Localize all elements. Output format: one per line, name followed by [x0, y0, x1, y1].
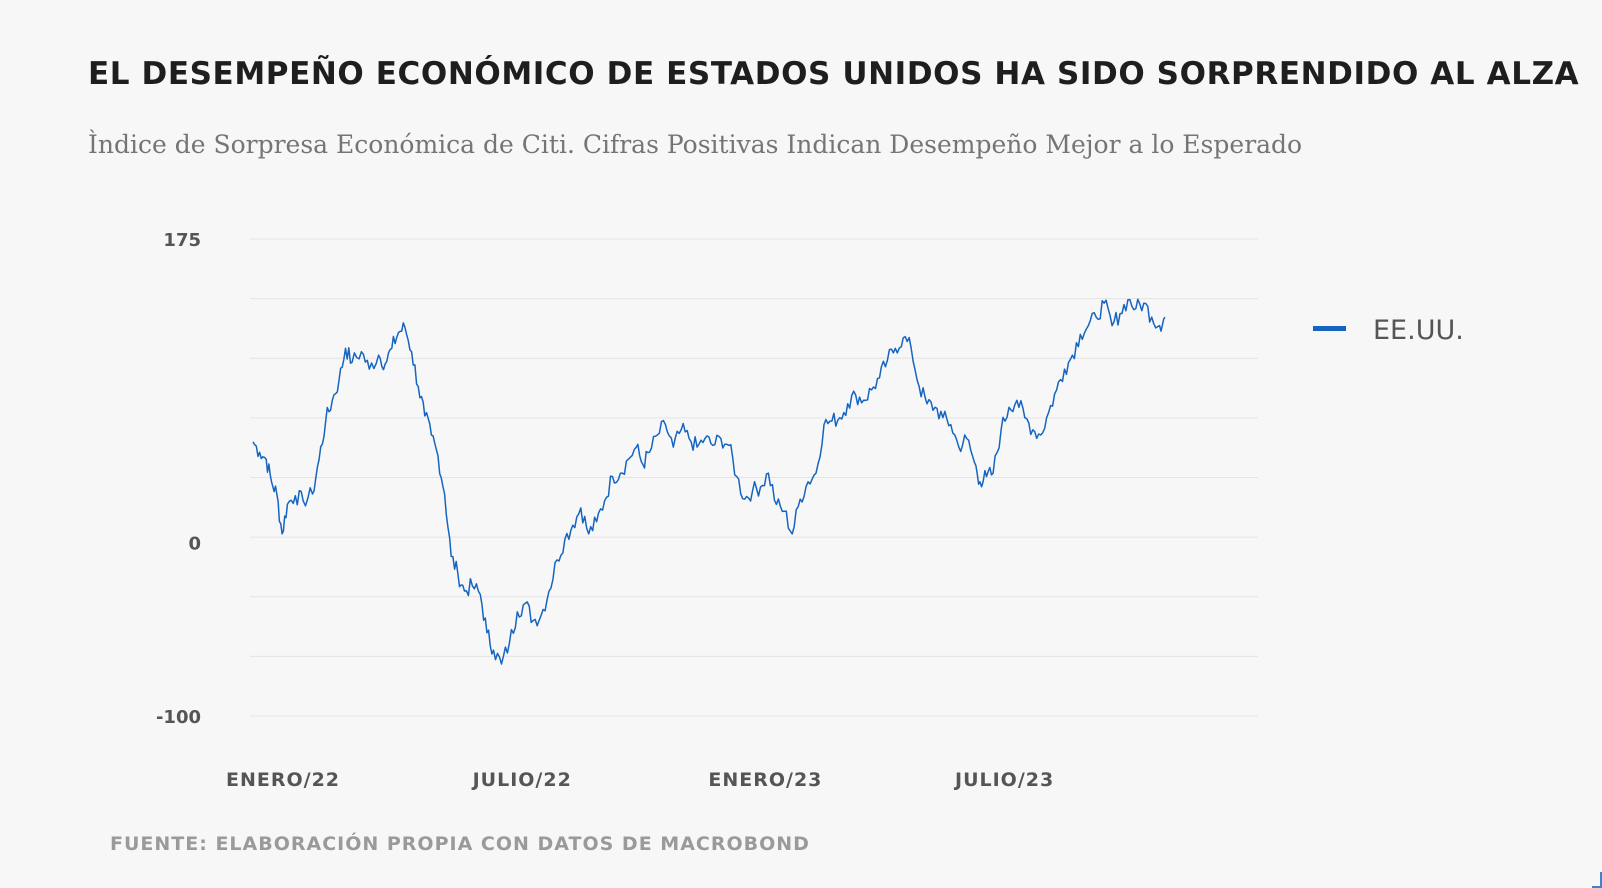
y-tick-label: 175 [163, 230, 201, 251]
x-tick-label: JULIO/23 [953, 769, 1054, 791]
x-tick-label: ENERO/23 [708, 769, 822, 791]
y-tick-label: 0 [188, 534, 201, 555]
legend-swatch-ee-uu [1313, 326, 1346, 331]
y-tick-label: -100 [156, 707, 201, 728]
chart-title: EL DESEMPEÑO ECONÓMICO DE ESTADOS UNIDOS… [88, 56, 1580, 92]
x-tick-label: ENERO/22 [226, 769, 340, 791]
legend-label-ee-uu: EE.UU. [1373, 315, 1464, 346]
x-axis-ticks: ENERO/22 JULIO/22 ENERO/23 JULIO/23 [226, 769, 1054, 791]
grid-lines [250, 238, 1258, 717]
legend: EE.UU. [1313, 315, 1464, 346]
series-line-ee-uu [252, 298, 1166, 665]
series-layer [252, 298, 1166, 665]
chart-subtitle: Ìndice de Sorpresa Económica de Citi. Ci… [88, 130, 1303, 159]
corner-mark [1592, 872, 1602, 888]
y-axis-ticks: 175 0 -100 [156, 230, 201, 728]
x-tick-label: JULIO/22 [471, 769, 572, 791]
source-note: FUENTE: ELABORACIÓN PROPIA CON DATOS DE … [110, 833, 810, 855]
